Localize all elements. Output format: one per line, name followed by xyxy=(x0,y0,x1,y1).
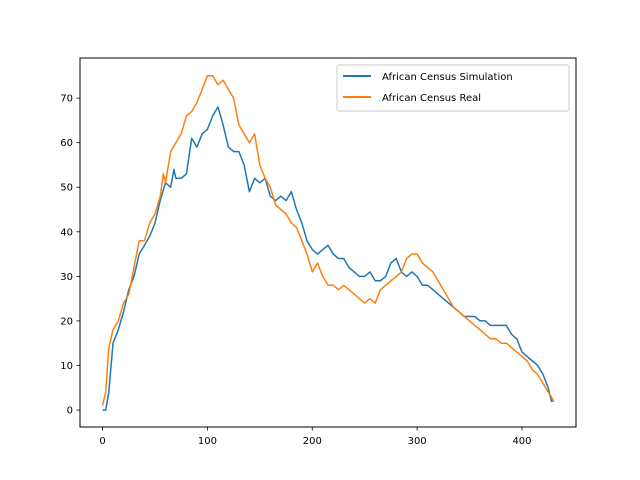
series-layer xyxy=(101,75,555,411)
legend-box xyxy=(336,64,570,112)
y-tick-label: 20 xyxy=(60,316,73,327)
x-tick-label: 0 xyxy=(99,436,105,447)
y-tick-label: 10 xyxy=(60,361,73,372)
legend-label-real: African Census Real xyxy=(382,93,481,104)
legend-label-simulation: African Census Simulation xyxy=(382,72,513,83)
y-tick-label: 40 xyxy=(60,227,73,238)
y-tick-label: 30 xyxy=(60,272,73,283)
x-tick-label: 100 xyxy=(198,436,217,447)
y-tick-label: 70 xyxy=(60,94,73,105)
y-tick-label: 0 xyxy=(67,406,73,417)
x-axis: 0 100 200 300 400 xyxy=(99,427,532,447)
y-tick-label: 50 xyxy=(60,183,73,194)
series-line-1 xyxy=(101,75,555,406)
series-line-0 xyxy=(102,106,554,411)
y-tick-label: 60 xyxy=(60,138,73,149)
y-axis: 0 10 20 30 40 50 60 70 xyxy=(60,94,80,417)
x-tick-label: 200 xyxy=(303,436,322,447)
x-tick-label: 400 xyxy=(512,436,531,447)
legend: African Census Simulation African Census… xyxy=(336,64,570,112)
x-tick-label: 300 xyxy=(408,436,427,447)
axes-frame xyxy=(79,57,577,428)
